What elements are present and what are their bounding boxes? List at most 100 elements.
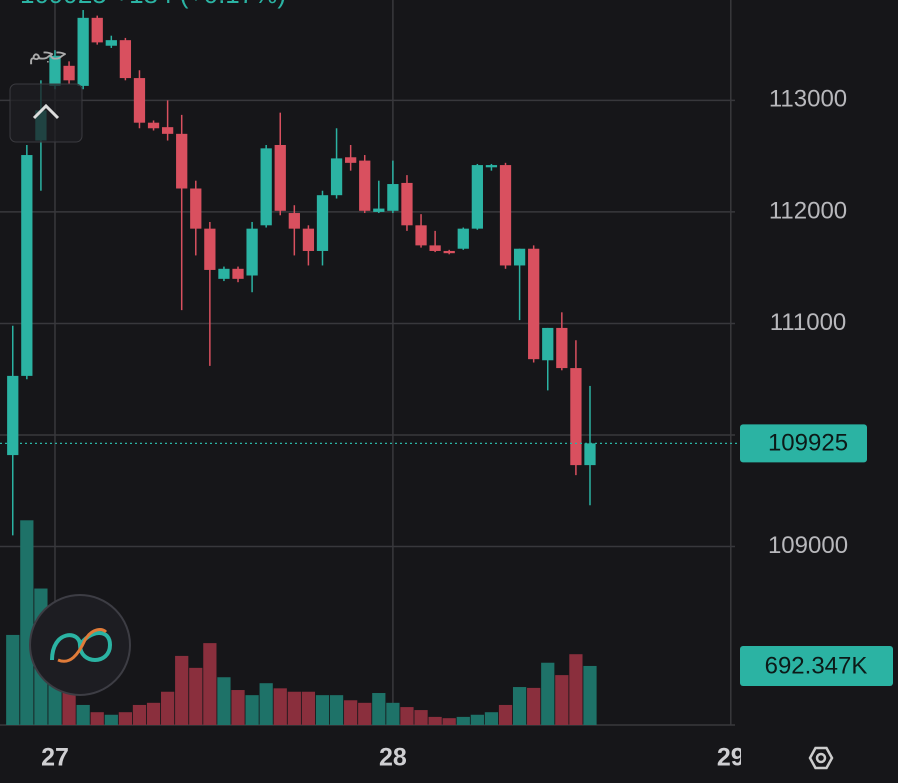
candle-body (330, 158, 343, 196)
volume-bar (484, 712, 499, 725)
candle-body (218, 268, 230, 279)
volume-bar (287, 691, 301, 725)
volume-bar (203, 643, 217, 725)
volume-bar (132, 704, 147, 725)
volume-bar (555, 675, 569, 725)
candle-body (528, 248, 540, 360)
volume-bar (386, 702, 400, 725)
volume-bar (583, 665, 597, 725)
chevron-icon (32, 103, 60, 120)
volume-bar (512, 687, 527, 725)
candle-body (190, 188, 202, 229)
candle-body (232, 268, 244, 279)
volume-bar (118, 712, 133, 725)
volume-bar (456, 716, 470, 725)
volume-bar (20, 520, 34, 725)
volume-bar (400, 707, 414, 725)
candle-body (49, 55, 61, 86)
settings-button[interactable] (808, 746, 834, 770)
candle-body (415, 225, 427, 246)
y-tick-label: 109000 (768, 532, 848, 559)
volume-bar (527, 687, 541, 725)
volume-bar (175, 655, 189, 725)
x-tick-label: 29 (717, 744, 745, 772)
x-axis: 27 28 29 (41, 744, 745, 772)
last-price-box (740, 424, 867, 463)
candle-body (176, 133, 188, 189)
logo-accent (57, 628, 108, 663)
volume-bar (470, 714, 484, 725)
volume-bar (245, 695, 259, 725)
volume-bar (301, 691, 316, 725)
volume-bar (90, 712, 104, 725)
candle-body (443, 250, 455, 254)
volume-bar (189, 667, 203, 725)
settings-dot (815, 752, 827, 764)
volume-bar (329, 695, 344, 725)
volume-bar (414, 710, 428, 725)
candle-body (499, 165, 512, 266)
volume-bar (146, 702, 161, 725)
volume-bar (569, 654, 583, 725)
volume-bar (442, 718, 456, 725)
volume-label: حجم (29, 42, 68, 64)
x-tick-label: 28 (379, 744, 407, 772)
candle-body (119, 40, 132, 79)
candle-body (584, 443, 596, 466)
logo-button[interactable] (29, 594, 131, 696)
volume-bar (344, 700, 358, 725)
candle-body (471, 165, 483, 229)
last-volume-box (740, 645, 893, 686)
candle-body (63, 65, 75, 81)
volume-bar (6, 634, 20, 725)
volume-bar (62, 690, 76, 725)
volume-bar (541, 662, 555, 725)
candle-body (513, 248, 526, 266)
collapse-button[interactable] (9, 83, 83, 143)
candle-body (373, 208, 385, 212)
candle-body (204, 228, 216, 270)
candle-body (316, 195, 329, 251)
candle-body (288, 213, 300, 229)
candle-body (274, 145, 286, 211)
candle-body (77, 17, 89, 86)
volume-bar (104, 714, 118, 725)
candle-body (556, 327, 568, 369)
price-header: 109925 +184 (+0.17%) (20, 0, 286, 9)
candle-body (133, 78, 146, 123)
last-price-label: 109925 (768, 430, 848, 457)
volume-bar (76, 704, 90, 725)
y-tick-label: 111000 (770, 309, 847, 336)
last-volume-label: 692.347K (765, 652, 868, 679)
button-box[interactable] (9, 83, 83, 143)
candle-body (302, 228, 315, 251)
volume-bar (273, 688, 287, 725)
candle-body (105, 40, 117, 46)
candle-body (91, 17, 103, 43)
candle-body (260, 148, 272, 226)
candle-body (387, 184, 399, 211)
candle-body (570, 368, 582, 466)
volume-bar (161, 691, 175, 725)
volume-bar (372, 693, 386, 725)
labels: 109000110000111000112000113000109925692.… (0, 86, 893, 686)
candle-body (7, 375, 19, 456)
volume-bar (231, 690, 245, 725)
candle-body (345, 157, 357, 163)
volume-bar (315, 695, 330, 725)
volume-bar (358, 702, 372, 725)
candle-body (21, 155, 33, 376)
volume-bar (259, 683, 273, 725)
candles (7, 10, 596, 536)
logo-mark (50, 631, 113, 662)
volume-bar (428, 716, 442, 725)
settings-icon[interactable] (808, 746, 834, 770)
candle-body (147, 122, 160, 129)
y-tick-label: 113000 (769, 86, 847, 113)
candle-body (485, 165, 498, 168)
candle-body (457, 228, 469, 249)
candle-body (542, 327, 554, 361)
volume-bar (498, 704, 513, 725)
candle-body (359, 160, 371, 211)
